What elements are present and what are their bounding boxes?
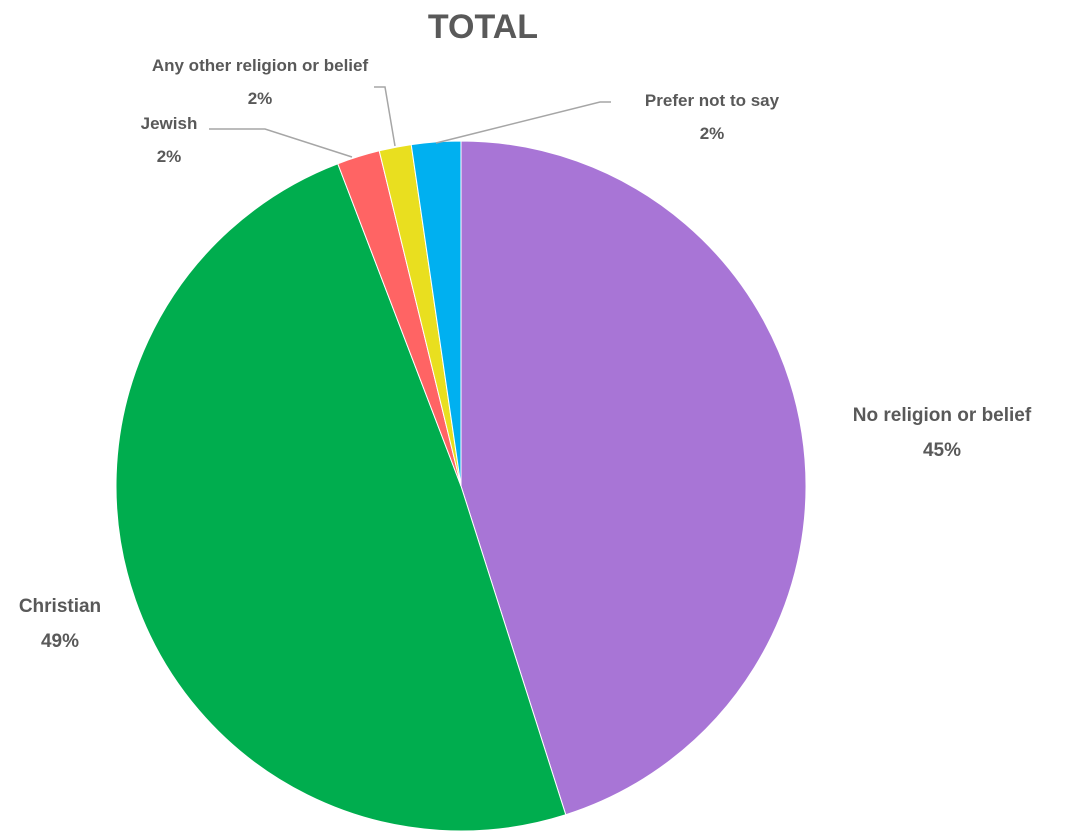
slice-value-any-other: 2% <box>248 89 273 108</box>
slice-labels: No religion or belief 45% Christian 49% … <box>19 56 1032 652</box>
leader-line-prefer-not <box>435 101 611 144</box>
slice-label-christian: Christian <box>19 596 101 617</box>
leader-line-jewish <box>209 128 353 158</box>
pie-slice-christian <box>115 163 567 832</box>
slice-label-jewish: Jewish <box>141 114 198 133</box>
leader-lines <box>209 86 611 158</box>
slice-label-no-religion: No religion or belief <box>853 405 1032 426</box>
pie-slice-prefer-not-to-say <box>410 140 462 487</box>
slice-value-christian: 49% <box>41 631 79 652</box>
slice-value-prefer-not: 2% <box>700 124 725 143</box>
slice-value-jewish: 2% <box>157 147 182 166</box>
leader-line-any-other <box>374 86 396 147</box>
pie-slices <box>115 140 807 832</box>
chart-title: TOTAL <box>428 8 538 46</box>
pie-slice-no-religion-or-belief <box>460 140 807 816</box>
slice-value-no-religion: 45% <box>923 440 961 461</box>
slice-label-any-other: Any other religion or belief <box>152 56 369 75</box>
slice-label-prefer-not: Prefer not to say <box>645 91 780 110</box>
